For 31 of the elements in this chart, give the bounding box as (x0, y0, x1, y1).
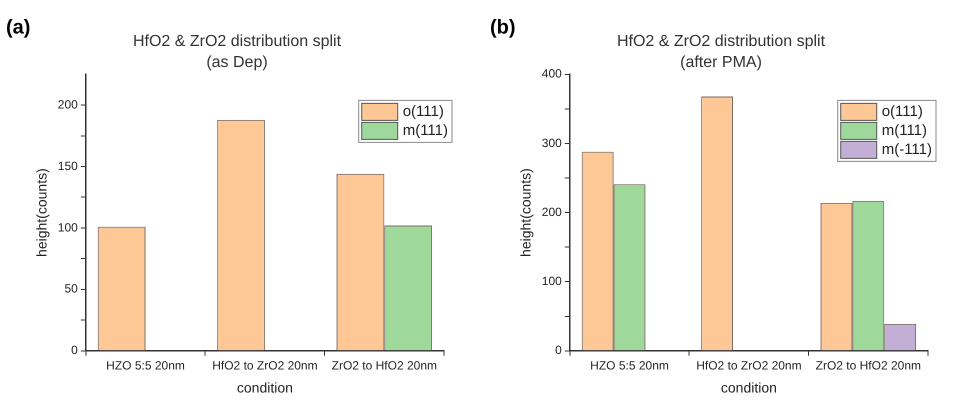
y-tick-label: 300 (542, 136, 562, 150)
y-tick-label: 150 (58, 158, 78, 173)
y-tick-label: 0 (555, 343, 562, 358)
legend-label: m(-111) (882, 141, 932, 158)
y-tick-label: 100 (542, 274, 562, 288)
x-tick-label: HZO 5:5 20nm (590, 358, 669, 372)
legend-label: o(111) (882, 103, 923, 120)
chart-subtitle: (after PMA) (680, 54, 762, 72)
text: (a) (6, 16, 30, 39)
legend-label: m(111) (402, 122, 448, 140)
legend-label: o(111) (402, 103, 444, 120)
chart-title: HfO2 & ZrO2 distribution split (132, 33, 342, 50)
y-tick-label: 100 (58, 220, 78, 234)
x-tick-label: HZO 5:5 20nm (106, 358, 185, 372)
x-tick-label: HfO2 to ZrO2 20nm (212, 358, 318, 372)
x-axis-title: condition (720, 379, 777, 396)
text: (b) (490, 16, 516, 39)
chart-title: HfO2 & ZrO2 distribution split (616, 33, 826, 50)
x-tick-label: ZrO2 to HfO2 20nm (816, 358, 921, 372)
y-tick-label: 0 (71, 343, 78, 358)
x-tick-label: ZrO2 to HfO2 20nm (332, 358, 437, 372)
chart-subtitle: (as Dep) (206, 54, 268, 72)
y-axis-title: height(counts) (517, 168, 534, 257)
x-axis-title: condition (236, 379, 293, 396)
y-tick-label: 400 (542, 66, 562, 81)
x-tick-label: HfO2 to ZrO2 20nm (696, 358, 802, 372)
y-tick-label: 200 (542, 204, 562, 219)
legend-label: m(111) (882, 122, 928, 140)
y-tick-label: 200 (58, 97, 78, 112)
y-axis-title: height(counts) (33, 168, 50, 257)
y-tick-label: 50 (64, 282, 78, 296)
